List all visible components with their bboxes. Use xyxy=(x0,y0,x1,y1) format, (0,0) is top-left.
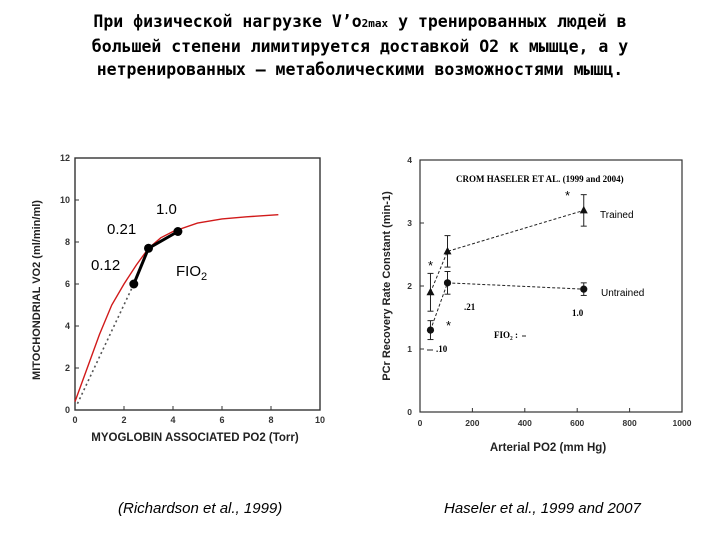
right-chart-header: CROM HASELER ET AL. (1999 and 2004) xyxy=(456,174,624,184)
left-x-tick-label: 8 xyxy=(268,415,273,425)
measured-point xyxy=(173,227,183,236)
left-y-tick-label: 6 xyxy=(65,279,70,289)
untrained-label: Untrained xyxy=(601,288,644,299)
heading-line-1: При физической нагрузке V’o2max у тренир… xyxy=(93,12,627,31)
right-x-tick-label: 0 xyxy=(418,418,423,428)
model-curve-line xyxy=(74,214,279,402)
untrained-point xyxy=(426,326,435,334)
left-x-tick-label: 4 xyxy=(170,415,175,425)
right-x-axis-title: Arterial PO2 (mm Hg) xyxy=(490,442,606,454)
right-y-tick-label: 4 xyxy=(407,155,412,165)
right-x-tick-label: 600 xyxy=(570,418,584,428)
heading-line-2: большей степени лимитируется доставкой О… xyxy=(91,37,629,56)
right-axis-ticks: 0 200 400 600 800 1000 0 1 2 3 4 xyxy=(407,155,691,428)
left-x-tick-label: 6 xyxy=(219,415,224,425)
dotted-line xyxy=(76,283,135,405)
fio2-value-10: 1.0 xyxy=(572,308,584,318)
trained-series-line xyxy=(430,209,584,293)
left-plot-frame xyxy=(74,157,321,411)
right-series-group xyxy=(426,194,588,351)
measured-point xyxy=(144,243,153,253)
significance-star-low: * xyxy=(446,318,451,333)
right-y-tick-label: 2 xyxy=(407,281,412,291)
right-y-tick-label: 1 xyxy=(407,344,412,354)
left-x-tick-label: 10 xyxy=(315,415,325,425)
significance-star-mid: * xyxy=(428,258,433,273)
right-plot-frame xyxy=(419,159,683,413)
left-x-tick-label: 0 xyxy=(72,415,77,425)
label-fio2-10: 1.0 xyxy=(156,201,177,218)
label-fio2-title: FIO2 xyxy=(176,263,207,283)
untrained-series-line xyxy=(430,282,584,331)
fio2-value-010: .10 xyxy=(436,344,448,354)
slide-heading: При физической нагрузке V’o2max у тренир… xyxy=(10,10,710,81)
left-citation: (Richardson et al., 1999) xyxy=(118,500,283,517)
right-x-tick-label: 400 xyxy=(518,418,532,428)
label-fio2-012: 0.12 xyxy=(91,257,120,274)
right-chart: 0 200 400 600 800 1000 0 1 2 3 4 PCr Recovery Rate… xyxy=(381,155,692,454)
measured-point xyxy=(129,279,139,289)
left-axis-ticks: 0 2 4 6 8 10 0 2 4 6 8 10 12 xyxy=(60,153,325,425)
trained-label: Trained xyxy=(600,210,634,221)
trained-point xyxy=(443,246,452,255)
trained-point xyxy=(426,287,435,296)
left-x-tick-label: 2 xyxy=(121,415,126,425)
right-y-tick-label: 0 xyxy=(407,407,412,417)
right-y-tick-label: 3 xyxy=(407,218,412,228)
heading-line-3: нетренированных – метаболическими возмож… xyxy=(96,60,624,79)
measured-line xyxy=(132,230,179,285)
right-y-axis-title: PCr Recovery Rate Constant (min-1) xyxy=(381,191,393,381)
left-y-tick-label: 12 xyxy=(60,153,70,163)
right-x-tick-label: 800 xyxy=(623,418,637,428)
left-y-tick-label: 4 xyxy=(65,321,70,331)
right-citation: Haseler et al., 1999 and 2007 xyxy=(444,500,641,517)
left-series-group xyxy=(74,214,279,405)
left-y-tick-label: 2 xyxy=(65,363,70,373)
left-y-axis-title: MITOCHONDRIAL VO2 (ml/min/ml) xyxy=(31,200,43,380)
left-y-tick-label: 10 xyxy=(60,195,70,205)
left-chart: 0 2 4 6 8 10 0 2 4 6 8 10 12 MITOCHONDRIAL VO2 (ml/m… xyxy=(31,153,325,444)
fio2-value-021: .21 xyxy=(464,302,476,312)
left-x-axis-title: MYOGLOBIN ASSOCIATED PO2 (Torr) xyxy=(91,432,299,444)
fio2-legend-label: FIO₂ : xyxy=(494,330,518,340)
heading-subscript: 2max xyxy=(361,17,389,30)
untrained-point xyxy=(443,279,452,287)
left-y-tick-label: 0 xyxy=(65,405,70,415)
significance-star-top: * xyxy=(565,188,570,203)
right-x-tick-label: 1000 xyxy=(673,418,692,428)
label-fio2-021: 0.21 xyxy=(107,221,136,238)
untrained-point xyxy=(580,285,588,293)
trained-point xyxy=(579,205,588,214)
right-x-tick-label: 200 xyxy=(465,418,479,428)
left-y-tick-label: 8 xyxy=(65,237,70,247)
